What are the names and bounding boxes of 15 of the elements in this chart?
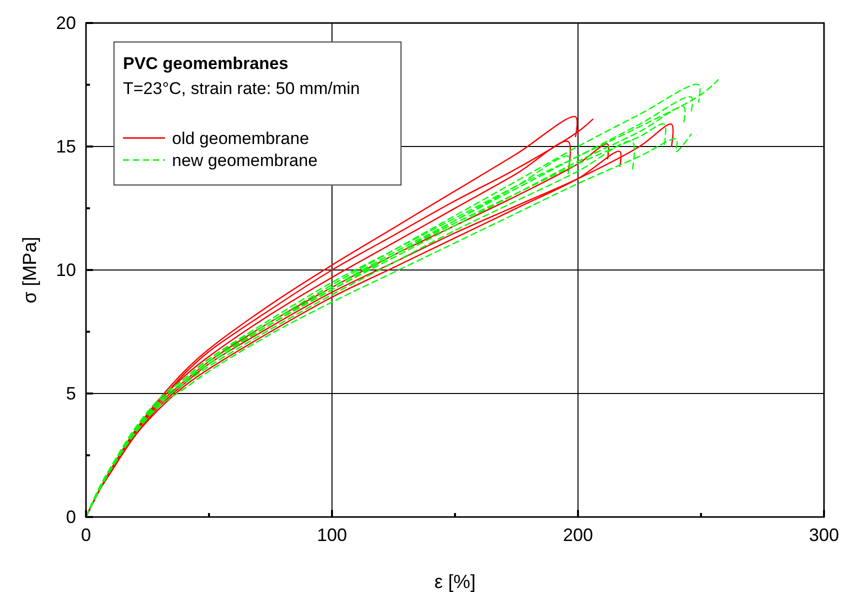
legend-label: new geomembrane	[172, 151, 318, 170]
x-tick-label: 300	[808, 525, 840, 545]
y-tick-label: 20	[56, 13, 76, 33]
y-tick-label: 15	[56, 136, 76, 156]
y-tick-label: 5	[66, 384, 76, 404]
legend-title: PVC geomembranes	[123, 54, 288, 73]
x-tick-label: 200	[562, 525, 594, 545]
y-tick-label: 10	[56, 260, 76, 280]
annotation: T=23°C, strain rate: 50 mm/min	[123, 79, 360, 98]
x-tick-label: 100	[316, 525, 348, 545]
x-axis-title: ε [%]	[434, 572, 476, 592]
legend-label: old geomembrane	[172, 129, 310, 148]
y-tick-label: 0	[66, 507, 76, 527]
y-axis-title: σ [MPa]	[20, 236, 41, 304]
x-tick-label: 0	[80, 525, 92, 545]
